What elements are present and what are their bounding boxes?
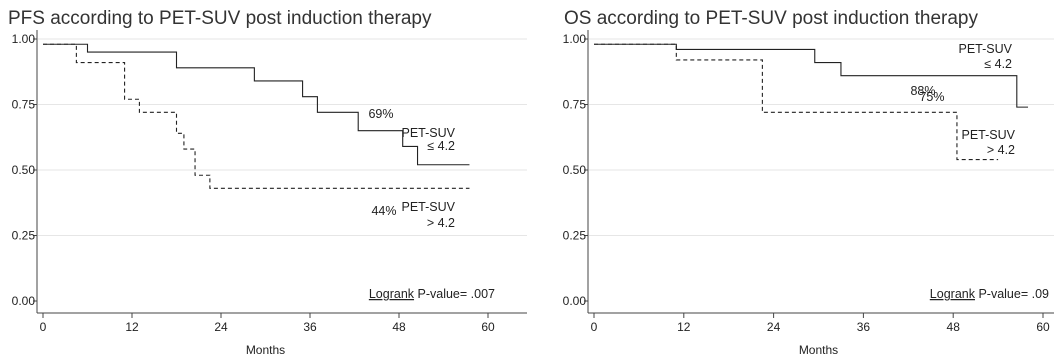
x-tick-label: 48: [392, 320, 406, 334]
series-label: PET-SUV: [959, 42, 1013, 56]
x-tick-label: 0: [40, 320, 47, 334]
x-tick-label: 60: [1036, 320, 1050, 334]
y-tick-label: 1.00: [563, 32, 587, 46]
x-axis-label: Months: [246, 343, 285, 356]
y-tick-label: 1.00: [12, 32, 36, 46]
x-tick-label: 24: [767, 320, 781, 334]
pfs-chart-panel: PFS according to PET-SUV post induction …: [8, 8, 527, 356]
survival-curve-solid: [43, 43, 470, 166]
y-tick-label: 0.25: [12, 229, 36, 243]
series-label: ≤ 4.2: [427, 139, 455, 153]
x-tick-label: 48: [947, 320, 961, 334]
chart-title: OS according to PET-SUV post induction t…: [564, 8, 978, 29]
series-label: PET-SUV: [402, 200, 456, 214]
series-label: > 4.2: [987, 143, 1015, 157]
x-tick-label: 12: [125, 320, 139, 334]
y-tick-label: 0.75: [12, 98, 36, 112]
survival-percent-label: 44%: [371, 204, 396, 218]
x-axis-label: Months: [799, 343, 838, 356]
y-tick-label: 0.50: [12, 163, 36, 177]
pfs-chart: 0.00 0.25 0.50 0.75 1.00 0 12 24 36 48 60 Months PET…: [12, 30, 527, 356]
survival-percent-label: 88%: [910, 84, 935, 98]
os-chart-panel: OS according to PET-SUV post induction t…: [527, 0, 1054, 356]
y-tick-label: 0.00: [563, 294, 587, 308]
survival-percent-label: 75%: [919, 90, 944, 104]
x-tick-label: 24: [214, 320, 228, 334]
y-tick-label: 0.25: [563, 229, 587, 243]
x-tick-label: 0: [591, 320, 598, 334]
series-label: PET-SUV: [402, 126, 456, 140]
y-tick-label: 0.50: [563, 163, 587, 177]
series-label: PET-SUV: [962, 128, 1016, 142]
x-tick-label: 36: [303, 320, 317, 334]
x-tick-label: 12: [677, 320, 691, 334]
logrank-annotation: Logrank P-value= .007: [369, 287, 495, 301]
chart-title: PFS according to PET-SUV post induction …: [8, 8, 432, 29]
y-tick-label: 0.00: [12, 294, 36, 308]
survival-percent-label: 69%: [368, 107, 393, 121]
series-label: ≤ 4.2: [984, 57, 1012, 71]
logrank-annotation: Logrank P-value= .09: [930, 287, 1049, 301]
y-tick-label: 0.75: [563, 98, 587, 112]
survival-curve-dashed: [43, 43, 470, 189]
os-chart: 0.00 0.25 0.50 0.75 1.00 0 12 24 36 48 60 Months PET…: [563, 30, 1054, 356]
survival-curve-dashed: [594, 43, 999, 161]
series-label: > 4.2: [427, 216, 455, 230]
x-tick-label: 36: [857, 320, 871, 334]
x-tick-label: 60: [481, 320, 495, 334]
